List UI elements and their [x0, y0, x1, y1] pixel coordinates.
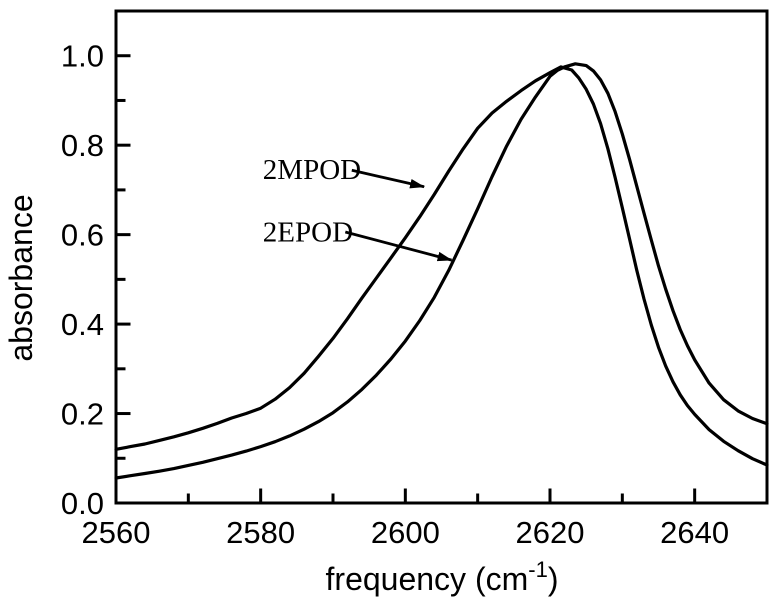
y-tick-label-0.6: 0.6: [61, 218, 104, 253]
annotation-arrow-2mpod: [351, 168, 426, 189]
y-tick-label-0.4: 0.4: [61, 307, 104, 342]
x-tick-label-2600: 2600: [371, 515, 440, 550]
x-tick-label-2640: 2640: [660, 515, 729, 550]
series-annotations: 2MPOD 2EPOD: [263, 154, 453, 262]
x-axis-title-main: frequency (cm: [326, 561, 529, 597]
y-tick-label-0.2: 0.2: [61, 397, 104, 432]
axis-tick-labels: 2560 2580 2600 2620 2640 0.0 0.2 0.4 0.6 0.8 1.0: [61, 39, 729, 550]
annotation-label-2mpod: 2MPOD: [263, 154, 361, 186]
x-tick-label-2580: 2580: [226, 515, 295, 550]
x-axis-title-superscript: -1: [528, 557, 548, 582]
series-curve-2mpod: [114, 65, 769, 467]
plot-border: [114, 9, 769, 505]
x-tick-label-2560: 2560: [82, 515, 151, 550]
y-tick-label-0.8: 0.8: [61, 128, 104, 163]
x-axis-title-close: ): [548, 561, 559, 597]
axis-ticks: [114, 54, 769, 505]
y-tick-label-0.0: 0.0: [61, 486, 104, 521]
spectra-curves: [114, 62, 769, 480]
x-tick-label-2620: 2620: [516, 515, 585, 550]
x-axis-title: frequency (cm-1): [326, 557, 559, 597]
y-axis-title: absorbance: [3, 194, 39, 361]
series-curve-2epod: [114, 62, 769, 480]
annotation-arrow-2epod: [344, 230, 453, 262]
annotation-label-2epod: 2EPOD: [263, 217, 353, 249]
y-tick-label-1.0: 1.0: [61, 39, 104, 74]
